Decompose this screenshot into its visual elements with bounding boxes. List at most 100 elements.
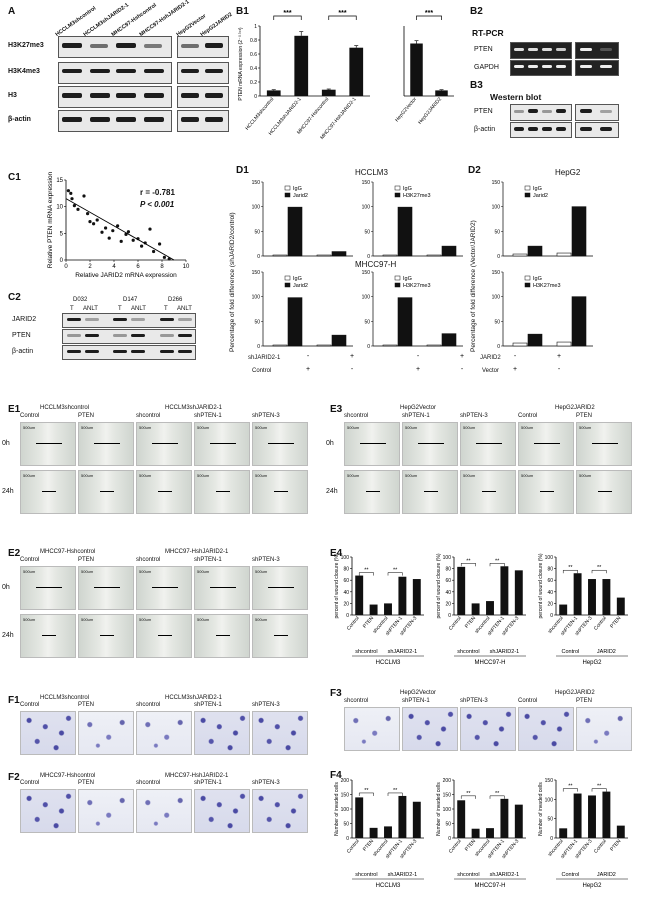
y-tick-label: 80 (547, 567, 553, 573)
x-tick-label: PTEN (362, 838, 375, 852)
column-label: shPTEN-1 (194, 557, 222, 563)
y-tick-label: 20 (547, 601, 553, 607)
blot-strip (177, 62, 229, 84)
time-label: 24h (2, 488, 14, 495)
sign-marker: + (460, 353, 464, 360)
group-label: HCCLM3 (376, 883, 401, 889)
legend-swatch (394, 185, 401, 191)
bar (426, 254, 442, 257)
subgroup-label: Control (562, 649, 580, 655)
bar (410, 43, 423, 96)
scatter-point (111, 229, 115, 233)
scatter-point (148, 227, 152, 231)
x-axis-label: Relative JARID2 mRNA expression (75, 272, 177, 279)
blot-band (62, 93, 82, 98)
bar (500, 566, 509, 615)
y-axis-label: percent of wound closure (%) (436, 553, 442, 618)
y-tick-label: 0 (346, 836, 349, 842)
y-tick-label: 150 (362, 270, 371, 276)
sig-label: ** (568, 784, 573, 790)
y-tick-label: 100 (492, 205, 501, 211)
blot-band (144, 93, 164, 98)
wound-width-arrow (424, 491, 438, 492)
bar (514, 804, 523, 838)
y-tick-label: 100 (443, 807, 452, 813)
row-label: β-actin (12, 348, 34, 355)
blot-strip (177, 86, 229, 108)
sig-bracket (591, 788, 607, 792)
sig-label: ** (597, 565, 602, 571)
bar (398, 795, 407, 838)
y-axis-label: Number of invaded cells (334, 782, 340, 836)
wound-image: 500um (402, 422, 458, 466)
lane-label: ANLT (131, 306, 146, 312)
blot-band (113, 318, 127, 321)
wound-width-arrow (274, 491, 288, 492)
blot-band (580, 127, 592, 131)
sign-marker: - (461, 366, 464, 373)
bar (384, 826, 392, 838)
sig-bracket (562, 569, 578, 574)
y-tick-label: 150 (492, 270, 501, 276)
wound-image: 500um (20, 470, 76, 514)
scatter-point (107, 236, 111, 240)
sig-bracket (591, 569, 607, 574)
y-tick-label: 200 (341, 778, 350, 784)
sig-label: ** (364, 788, 369, 794)
gel-band (556, 65, 566, 68)
blot-band (113, 350, 127, 353)
blot-strip (58, 36, 172, 58)
column-label: Control (20, 413, 40, 419)
blot-band (90, 69, 110, 73)
bar (287, 206, 303, 257)
gel-band (542, 48, 552, 51)
legend-swatch (524, 282, 531, 288)
sig-bracket (489, 563, 505, 567)
sig-label: *** (425, 10, 433, 17)
bar (382, 254, 398, 257)
legend-label: Jarid2 (293, 193, 308, 199)
bar (571, 296, 587, 347)
legend-label: H3K27me3 (533, 283, 561, 289)
wound-width-arrow (42, 491, 56, 492)
blot-band (131, 334, 145, 337)
panel-label-c2: C2 (8, 292, 21, 303)
scatter-point (162, 255, 166, 259)
y-tick-label: 0 (448, 836, 451, 842)
scale-bar-label: 500um (521, 473, 534, 478)
y-tick-label: 0 (550, 613, 553, 619)
y-tick-label: 100 (545, 797, 554, 803)
legend-swatch (524, 192, 531, 198)
scale-bar-label: 500um (139, 425, 152, 430)
subgroup-label: shcontrol (355, 872, 377, 878)
wound-image: 500um (402, 470, 458, 514)
y-tick-label: 100 (252, 205, 261, 211)
y-tick-label: 50 (494, 319, 500, 325)
scatter-point (92, 222, 96, 226)
column-label: Control (20, 702, 40, 708)
invasion-image (402, 707, 458, 751)
wound-width-arrow (100, 635, 114, 636)
sig-label: ** (568, 565, 573, 571)
scale-bar-label: 500um (521, 425, 534, 430)
blot-band (62, 117, 82, 122)
sign-marker: + (306, 366, 310, 373)
bar (331, 334, 347, 347)
sign-marker: + (557, 353, 561, 360)
y-tick-label: 100 (443, 555, 452, 561)
sig-bracket (358, 572, 374, 576)
sig-label: *** (338, 10, 346, 17)
lane-label: ANLT (177, 306, 192, 312)
blot-strip (62, 345, 196, 360)
wound-image: 500um (20, 614, 76, 658)
blot-strip (58, 110, 172, 132)
e3-grid: shcontrol 500um 500um shPTEN-1 500um 500um shP… (326, 413, 636, 518)
x-tick-label: HCCLM3shcontrol (244, 96, 275, 131)
blot-strip (58, 62, 172, 84)
blot-band (67, 350, 81, 353)
bar (412, 579, 421, 615)
bar (471, 828, 480, 838)
x-tick-label: PTEN (362, 615, 375, 629)
scale-bar-label: 500um (197, 425, 210, 430)
scale-bar-label: 500um (197, 473, 210, 478)
